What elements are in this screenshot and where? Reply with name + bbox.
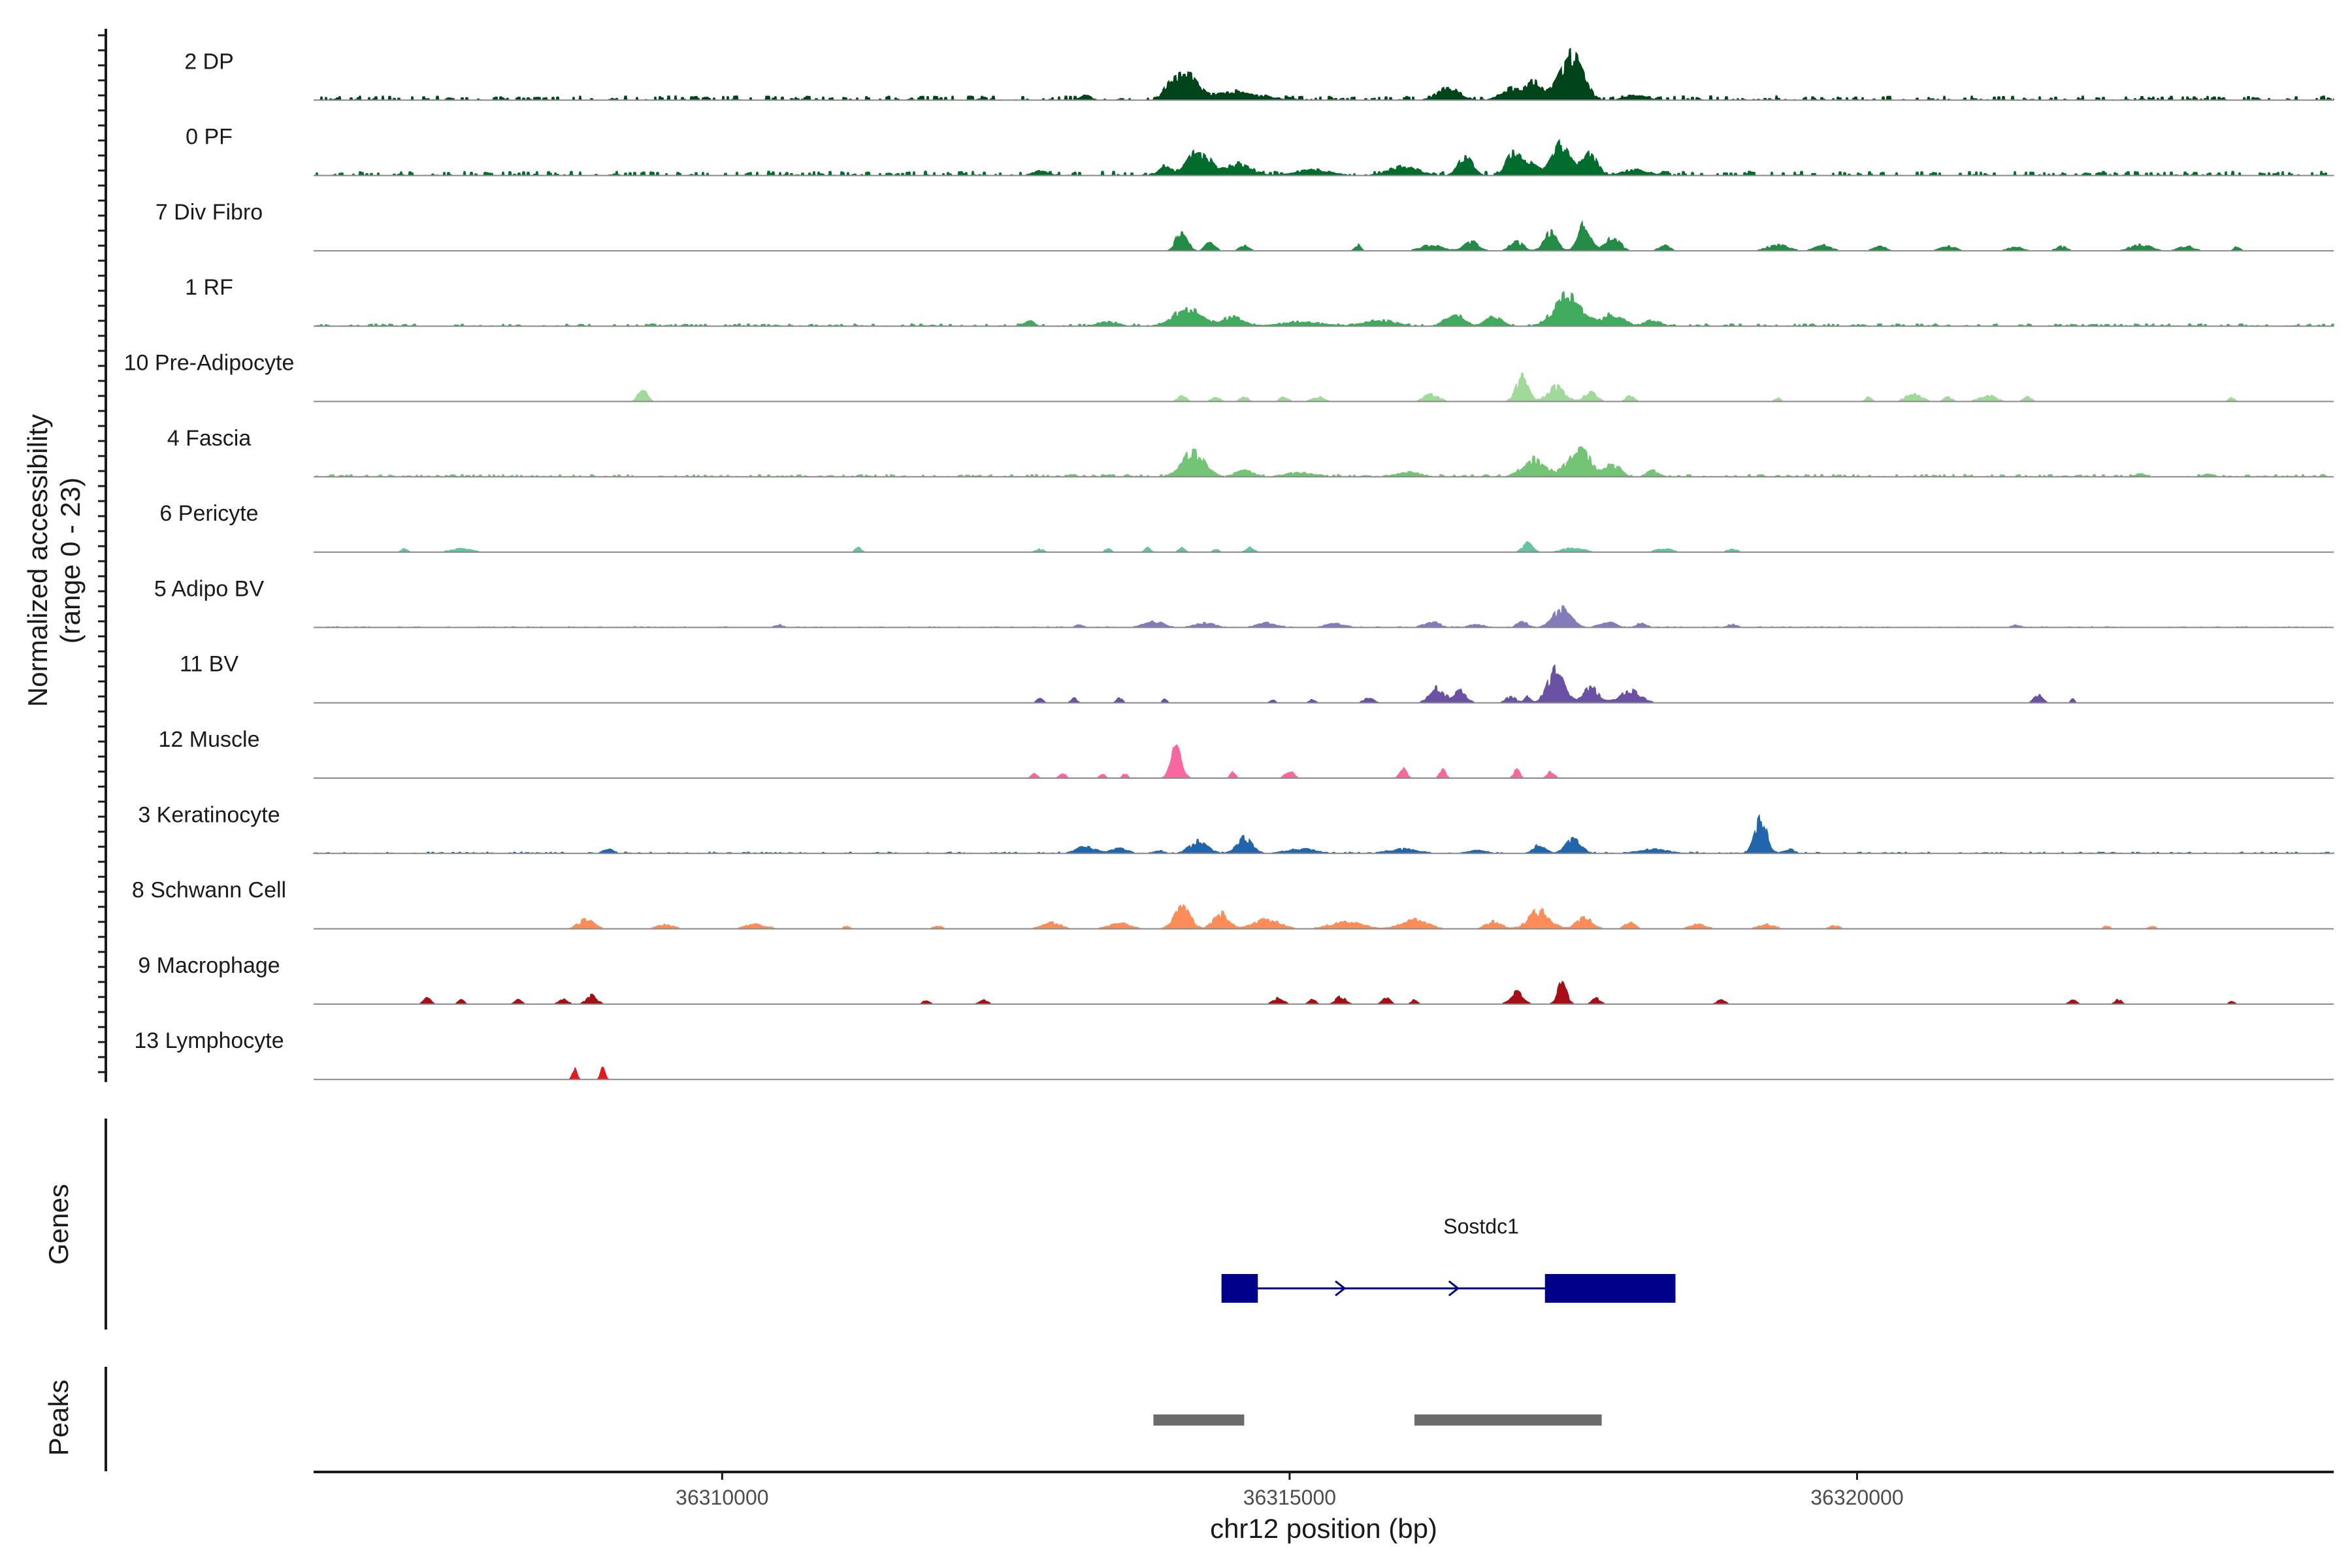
gene-exon [1221,1274,1258,1303]
track-12-muscle: 12 Muscle [159,727,2334,779]
x-tick-label: 36320000 [1810,1486,1903,1509]
coverage-area [314,139,2334,176]
track-label: 1 RF [185,275,233,300]
track-0-pf: 0 PF [186,125,2334,176]
track-5-adipo-bv: 5 Adipo BV [154,576,2334,629]
track-4-fascia: 4 Fascia [167,426,2334,478]
x-axis: 36310000 36315000 36320000 [314,1471,2334,1509]
track-9-macrophage: 9 Macrophage [138,953,2334,1005]
track-8-schwann-cell: 8 Schwann Cell [132,878,2334,930]
track-label: 4 Fascia [167,426,252,451]
strand-arrow [1335,1280,1347,1297]
track-6-pericyte: 6 Pericyte [159,501,2334,553]
coverage-area [313,813,2334,855]
y-axis-title: Normalized accessibility [22,414,53,707]
strand-arrow [1448,1280,1460,1297]
track-10-pre-adipocyte: 10 Pre-Adipocyte [124,351,2334,402]
coverage-area [314,743,2334,779]
track-label: 7 Div Fibro [155,200,263,225]
peak-region [1153,1414,1245,1426]
y-axis-ruler [98,29,107,1083]
coverage-area [314,981,2334,1005]
x-tick-label: 36315000 [1243,1486,1336,1509]
y-axis-subtitle: (range 0 - 23) [55,478,86,644]
coverage-area [314,664,2334,704]
coverage-area [314,372,2334,402]
coverage-area [314,446,2334,478]
x-axis-title: chr12 position (bp) [1210,1513,1437,1544]
track-13-lymphocyte: 13 Lymphocyte [134,1028,2334,1081]
coverage-area [314,541,2334,553]
track-label: 3 Keratinocyte [138,802,280,827]
peaks-track [1153,1414,1602,1426]
coverage-area [314,47,2334,101]
track-label: 6 Pericyte [159,501,258,526]
track-2-dp: 2 DP [184,47,2334,101]
track-3-keratinocyte: 3 Keratinocyte [138,802,2334,855]
track-label: 12 Muscle [159,727,260,752]
coverage-area [314,1066,2334,1080]
track-label: 11 BV [180,652,238,677]
strand-arrow [1227,1280,1239,1297]
track-label: 10 Pre-Adipocyte [124,351,295,376]
track-7-div-fibro: 7 Div Fibro [155,200,2334,252]
coverage-area [314,291,2334,327]
coverage-area [314,904,2334,930]
peak-region [1414,1414,1602,1426]
genes-track: Sostdc1 [1221,1215,1676,1303]
track-1-rf: 1 RF [185,275,2334,327]
coverage-tracks: 2 DP 0 PF 7 Div Fibro 1 RF 10 Pre-Adipocyte 4… [124,47,2334,1081]
genes-side-label: Genes [43,1184,74,1265]
x-tick-label: 36310000 [676,1486,768,1509]
gene-exon [1544,1274,1676,1303]
gene-label: Sostdc1 [1443,1215,1519,1238]
gene-sostdc1: Sostdc1 [1221,1215,1676,1303]
peaks-side-label: Peaks [43,1380,74,1456]
track-label: 0 PF [186,125,233,150]
track-label: 5 Adipo BV [154,576,265,601]
track-label: 2 DP [184,49,234,74]
track-11-bv: 11 BV [180,652,2334,704]
track-label: 13 Lymphocyte [134,1028,284,1053]
coverage-area [314,605,2334,629]
track-label: 9 Macrophage [138,953,280,978]
track-label: 8 Schwann Cell [132,878,286,903]
coverage-area [314,220,2334,252]
